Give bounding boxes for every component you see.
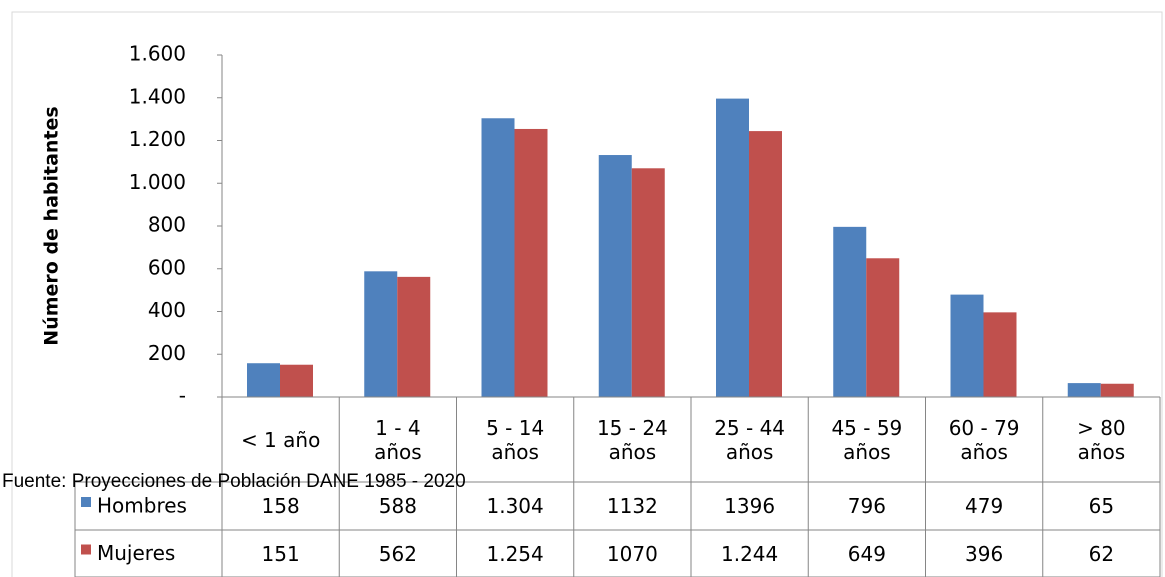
bar: [716, 98, 749, 397]
table-value: 479: [965, 494, 1004, 518]
y-tick-label: -: [179, 384, 186, 408]
y-axis-label: Número de habitantes: [41, 106, 63, 345]
table-value: 1.304: [486, 494, 544, 518]
bar: [598, 155, 632, 397]
y-tick-label: 1.600: [129, 42, 186, 66]
table-value: 62: [1088, 541, 1115, 566]
y-tick-label: 200: [148, 341, 186, 365]
bar: [364, 271, 398, 397]
table-value: 796: [847, 494, 886, 518]
x-tick-label: 5 - 14 años: [486, 415, 545, 464]
table-value: 1.254: [486, 541, 544, 566]
bar: [631, 168, 665, 397]
table-value: 396: [965, 541, 1004, 566]
bar: [866, 258, 900, 397]
bar: [983, 312, 1017, 397]
table-value: 151: [261, 541, 300, 566]
bar: [481, 118, 515, 398]
table-value: 1070: [606, 541, 658, 566]
bar: [833, 226, 867, 397]
bar: [247, 363, 280, 397]
bar: [950, 294, 984, 397]
x-tick-label: 45 - 59 años: [831, 415, 903, 464]
x-tick-label: 60 - 79 años: [948, 415, 1020, 464]
x-tick-label: > 80 años: [1077, 415, 1126, 464]
table-value: 1.244: [720, 541, 779, 566]
bar: [1067, 383, 1101, 397]
chart-border: [11, 11, 1163, 577]
bar: [280, 364, 313, 397]
legend-label: Mujeres: [97, 541, 175, 565]
y-tick-label: 400: [148, 298, 186, 322]
bar: [1100, 383, 1134, 397]
y-tick-label: 800: [148, 213, 186, 237]
source-note: Fuente: Proyecciones de Población DANE 1…: [2, 471, 466, 492]
table-value: 649: [847, 541, 886, 566]
bar: [514, 128, 548, 397]
bar: [397, 276, 431, 397]
legend-swatch: [81, 497, 91, 507]
y-tick-label: 1.000: [129, 170, 186, 194]
x-tick-label: < 1 año: [240, 427, 321, 452]
y-tick-label: 1.200: [129, 127, 186, 151]
y-tick-label: 1.400: [129, 84, 186, 108]
table-value: 158: [261, 494, 300, 518]
y-tick-label: 600: [148, 255, 186, 279]
x-tick-label: 1 - 4 años: [374, 415, 422, 464]
x-tick-label: 25 - 44 años: [714, 415, 786, 464]
x-tick-label: 15 - 24 años: [596, 415, 668, 464]
bar: [749, 131, 782, 397]
table-value: 1132: [606, 494, 658, 518]
table-value: 1396: [724, 494, 776, 518]
table-value: 562: [378, 541, 417, 566]
table-value: 588: [378, 494, 417, 518]
legend-label: Hombres: [97, 494, 187, 518]
table-value: 65: [1088, 494, 1115, 518]
legend-swatch: [81, 544, 91, 555]
